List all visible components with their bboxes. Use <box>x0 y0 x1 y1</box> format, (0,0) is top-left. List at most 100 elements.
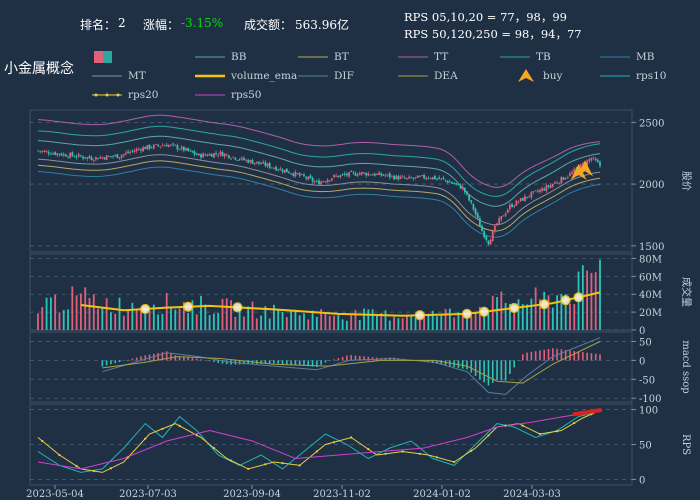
candle-body <box>549 185 552 188</box>
volume-bar <box>178 308 181 330</box>
macd-bar <box>539 350 541 361</box>
candle-body <box>288 172 290 174</box>
candle-body <box>294 171 297 177</box>
candle-body <box>172 143 175 145</box>
candle-body <box>107 156 110 157</box>
candle-body <box>193 151 196 155</box>
candle-body <box>163 145 166 147</box>
volume-bar <box>320 309 323 330</box>
volume-highlight <box>232 302 243 313</box>
rps20-dot <box>298 464 301 467</box>
volume-bar <box>337 315 340 330</box>
macd-bar <box>491 360 494 383</box>
volume-bar <box>414 317 417 330</box>
rps20-dot <box>504 424 507 427</box>
candle-body <box>212 153 215 158</box>
candle-body <box>240 157 243 160</box>
y-tick-label: 2500 <box>639 118 664 129</box>
candle-body <box>60 153 63 156</box>
volume-bar <box>49 297 52 330</box>
rps20-dot <box>195 434 198 437</box>
volume-bar <box>311 310 314 330</box>
candle-body <box>146 145 149 150</box>
candle-body <box>264 162 267 166</box>
candle-body <box>228 155 230 159</box>
macd-bar <box>157 352 159 361</box>
volume-bar <box>521 303 524 330</box>
candle-body <box>116 154 119 158</box>
macd-bar <box>225 360 228 365</box>
macd-bar <box>174 355 177 361</box>
band-tb <box>37 125 601 197</box>
volume-bar <box>152 304 155 330</box>
candle-body <box>481 225 483 232</box>
y-tick-label: -100 <box>639 394 661 405</box>
legend-label: volume_ema <box>231 70 298 82</box>
candle-body <box>446 180 449 183</box>
macd-bar <box>466 360 468 370</box>
legend-item-rps50: rps50 <box>195 88 262 102</box>
candle-body <box>541 188 543 191</box>
candle-body <box>485 236 488 240</box>
volume-bar <box>371 309 374 330</box>
candle-body <box>438 177 441 180</box>
candle-body <box>491 230 494 242</box>
candle-body <box>588 159 591 162</box>
volume-bar <box>298 315 301 330</box>
macd-bar <box>461 360 464 369</box>
candle-body <box>159 146 162 148</box>
candle-body <box>318 180 320 185</box>
volume-bar <box>127 309 129 330</box>
rps20-dot <box>453 460 456 464</box>
header: 排名： 2 涨幅： -3.15% 成交额： 563.96亿 RPS 05,10,… <box>0 0 700 48</box>
volume-bar <box>58 312 61 330</box>
macd-bar <box>534 351 537 361</box>
candle-body <box>579 164 582 171</box>
candle-body <box>328 180 331 182</box>
candle-body <box>309 175 312 179</box>
rps20-dot <box>41 439 44 443</box>
candle-body <box>230 158 232 160</box>
macd-bar <box>208 360 211 362</box>
macd-bar <box>590 353 593 361</box>
macd-bar <box>178 356 181 361</box>
volume-bar <box>363 308 365 330</box>
volume-bar <box>569 303 571 330</box>
rps-highlight <box>572 408 602 417</box>
volume-bar <box>509 303 511 330</box>
candle-body <box>440 178 443 180</box>
candle-body <box>150 147 153 149</box>
candle-body <box>395 175 398 180</box>
macd-bar <box>101 360 104 367</box>
volume-bar <box>273 304 275 330</box>
candle-body <box>243 158 245 161</box>
volume-bar <box>478 306 481 330</box>
macd-bar <box>281 360 284 365</box>
candle-body <box>500 216 503 220</box>
candle-body <box>114 154 117 157</box>
candle-body <box>298 173 301 176</box>
legend-label: DEA <box>434 70 458 82</box>
candle-body <box>519 198 522 202</box>
macd-bar <box>290 360 292 365</box>
macd-bar <box>204 360 207 361</box>
macd-bar <box>144 355 147 361</box>
volume-bar <box>195 314 198 330</box>
macd-bar <box>140 356 142 361</box>
macd-bar <box>444 360 447 366</box>
candle-body <box>528 196 531 198</box>
legend-label: DIF <box>334 70 354 82</box>
candle-body <box>354 173 357 176</box>
candle-body <box>472 203 475 210</box>
candle-body <box>152 144 155 149</box>
volume-bar <box>290 309 293 330</box>
volume-bar <box>470 315 473 330</box>
candle-body <box>127 151 129 153</box>
volume-bar <box>161 313 164 330</box>
candle-body <box>219 151 222 155</box>
candle-body <box>221 151 224 157</box>
candle-body <box>266 163 269 167</box>
macd-bar <box>161 352 164 361</box>
candle-body <box>137 149 140 150</box>
macd-bar <box>436 360 438 364</box>
